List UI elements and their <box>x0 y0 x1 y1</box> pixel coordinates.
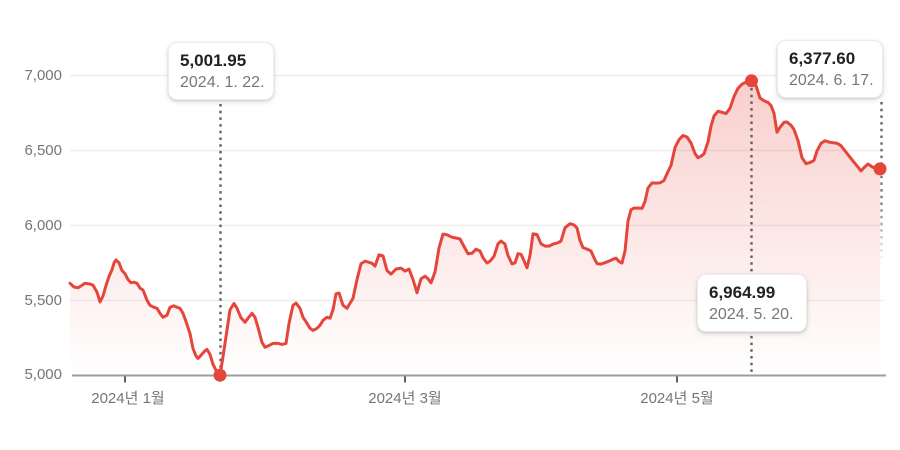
tooltip-peak-point: 6,964.99 2024. 5. 20. <box>697 274 807 332</box>
y-tick-label: 7,000 <box>24 67 62 84</box>
tooltip-date: 2024. 5. 20. <box>709 306 794 323</box>
series-area-fill <box>70 80 880 376</box>
tooltip-price: 6,377.60 <box>789 49 856 68</box>
tooltip-price: 6,964.99 <box>709 283 776 302</box>
y-tick-label: 5,500 <box>24 292 62 309</box>
tooltip-min-point: 5,001.95 2024. 1. 22. <box>168 42 274 100</box>
tooltip-date: 2024. 6. 17. <box>789 72 874 89</box>
series-line <box>68 79 882 377</box>
tooltip-date: 2024. 1. 22. <box>180 74 265 91</box>
x-tick-label: 2024년 3월 <box>368 390 442 407</box>
x-axis-line <box>72 374 886 383</box>
x-tick-label: 2024년 1월 <box>91 390 165 407</box>
tooltip-last-point: 6,377.60 2024. 6. 17. <box>777 40 883 98</box>
y-tick-label: 6,500 <box>24 142 62 159</box>
tooltip-price: 5,001.95 <box>180 51 247 70</box>
marker-dotted-lines <box>219 88 883 374</box>
y-tick-label: 6,000 <box>24 217 62 234</box>
marker-dots <box>213 74 887 382</box>
x-tick-label: 2024년 5월 <box>640 390 714 407</box>
y-tick-label: 5,000 <box>24 366 62 383</box>
